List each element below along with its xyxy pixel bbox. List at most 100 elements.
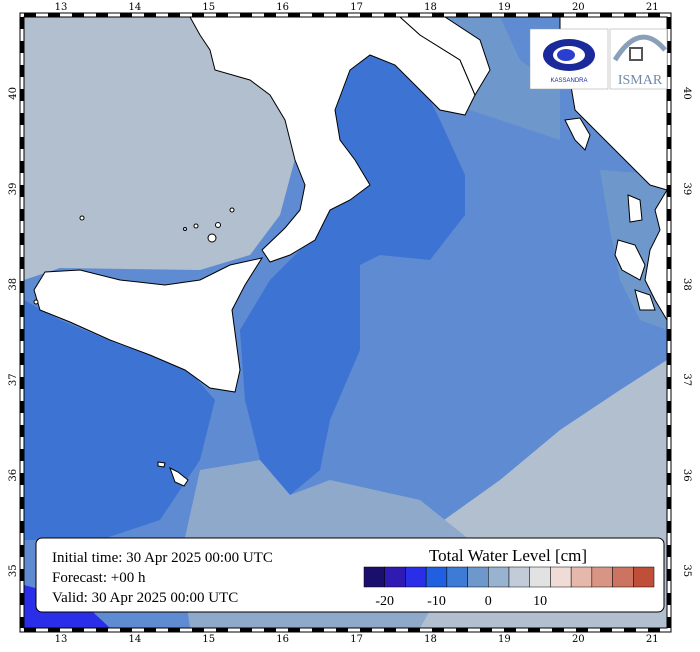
frame-dash <box>667 569 671 581</box>
frame-dash <box>144 13 156 17</box>
frame-dash <box>576 628 588 632</box>
italy-mainland <box>189 16 476 263</box>
colorbar-swatch <box>363 566 385 588</box>
land <box>33 16 668 487</box>
colorbar-title: Total Water Level [cm] <box>429 546 587 565</box>
frame-dash <box>20 569 24 581</box>
frame-dash <box>72 628 84 632</box>
frame-dash <box>20 353 24 365</box>
frame-dash <box>20 497 24 509</box>
kassandra-logo: KASSANDRA <box>529 28 609 90</box>
frame-dash <box>504 13 516 17</box>
colorbar-swatch <box>550 566 572 588</box>
frame-dash <box>667 17 671 29</box>
frame-dash <box>432 628 444 632</box>
frame-dash <box>192 13 204 17</box>
frame-dash <box>20 329 24 341</box>
frame-dash <box>20 617 24 628</box>
frame-dash <box>20 89 24 101</box>
lon-tick-label: 15 <box>202 634 215 645</box>
lon-tick-label: 14 <box>128 634 141 645</box>
lat-tick-label: 38 <box>8 278 19 291</box>
lon-tick-label: 14 <box>128 2 141 13</box>
colorbar-swatch <box>425 566 448 588</box>
lon-tick-label: 17 <box>350 2 363 13</box>
frame-dash <box>667 497 671 509</box>
ismar-wave-icon <box>612 34 667 62</box>
greece-west <box>644 188 668 322</box>
frame-dash <box>667 473 671 485</box>
frame-dash <box>20 593 24 605</box>
lon-tick-label: 15 <box>202 2 215 13</box>
colorbar-tick-label: 0 <box>485 594 492 609</box>
colorbar-tick-label: -20 <box>375 594 394 609</box>
egadi <box>33 299 39 305</box>
frame-dash <box>20 401 24 413</box>
frame-dash <box>20 17 24 29</box>
frame-dash <box>288 13 300 17</box>
colorbar-tick-label: 10 <box>533 594 547 609</box>
frame-dash <box>360 13 372 17</box>
colorbar-swatch <box>591 566 613 588</box>
frame-dash <box>20 281 24 293</box>
lon-tick-label: 17 <box>350 634 363 645</box>
lon-tick-label: 20 <box>572 634 585 645</box>
frame-dash <box>120 13 132 17</box>
valid-time-text: Valid: 30 Apr 2025 00:00 UTC <box>52 590 238 606</box>
lat-tick-label: 36 <box>681 469 692 482</box>
frame-dash <box>20 161 24 173</box>
frame-dash <box>667 401 671 413</box>
frame-dash <box>336 13 348 17</box>
frame-dash <box>667 161 671 173</box>
frame-dash <box>216 628 228 632</box>
frame-dash <box>216 13 228 17</box>
lon-tick-label: 19 <box>498 634 511 645</box>
lipari <box>207 233 217 243</box>
frame-dash <box>667 41 671 53</box>
colorbar-swatch <box>384 566 406 588</box>
frame-dash <box>20 377 24 389</box>
frame-dash <box>480 13 492 17</box>
frame-dash <box>20 113 24 125</box>
frame-dash <box>624 628 636 632</box>
frame-dash <box>192 628 204 632</box>
lat-tick-label: 39 <box>681 182 692 195</box>
frame-dash <box>600 13 612 17</box>
lat-tick-label: 38 <box>681 278 692 291</box>
corfu <box>564 117 591 151</box>
frame-dash <box>120 628 132 632</box>
lon-tick-label: 16 <box>276 634 289 645</box>
frame-dash <box>667 449 671 461</box>
frame-dash <box>312 628 324 632</box>
frame-dash <box>432 13 444 17</box>
frame-dash <box>667 89 671 101</box>
legend-box: Initial time: 30 Apr 2025 00:00 UTC Fore… <box>35 537 665 613</box>
frame-dash <box>504 628 516 632</box>
lon-tick-label: 19 <box>498 2 511 13</box>
frame-dash <box>264 628 276 632</box>
frame-dash <box>648 628 660 632</box>
colorbar-swatch <box>633 566 655 588</box>
colorbar-swatch <box>612 566 634 588</box>
frame-dash <box>20 185 24 197</box>
filicudi <box>193 223 199 229</box>
salina <box>215 222 221 228</box>
frame-dash <box>600 628 612 632</box>
lon-tick-label: 16 <box>276 2 289 13</box>
frame-dash <box>408 13 420 17</box>
ismar-logo-text: ISMAR <box>618 73 663 88</box>
frame-dash <box>20 233 24 245</box>
frame-dash <box>667 545 671 557</box>
colorbar-swatch <box>570 566 593 588</box>
frame-dash <box>264 13 276 17</box>
frame-dash <box>667 593 671 605</box>
kefalonia <box>614 239 646 281</box>
frame-dash <box>96 13 108 17</box>
frame-dash <box>576 13 588 17</box>
frame-dash <box>48 13 60 17</box>
lon-tick-label: 18 <box>424 634 437 645</box>
lat-tick-label: 40 <box>681 87 692 100</box>
frame-dash <box>20 305 24 317</box>
ismar-logo: ISMAR <box>609 28 668 90</box>
frame-dash <box>667 185 671 197</box>
